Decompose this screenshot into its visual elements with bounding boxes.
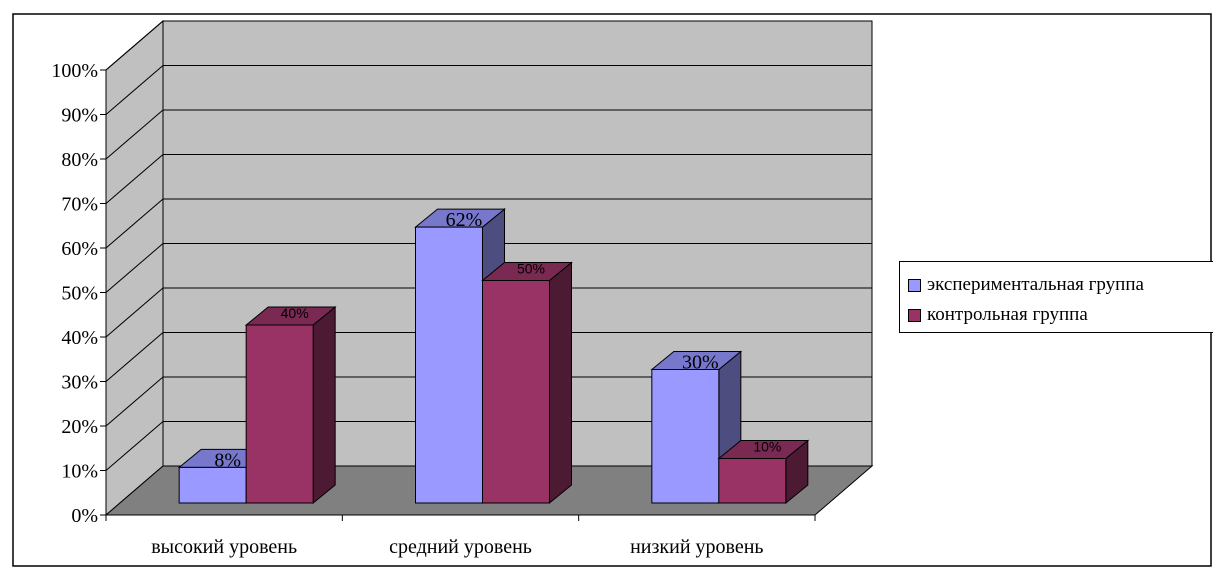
data-label: 40%: [281, 305, 309, 321]
gridline: [105, 421, 872, 471]
gridline: [105, 243, 872, 293]
x-tick-label: высокий уровень: [151, 536, 297, 558]
y-tick-label: 60%: [61, 238, 98, 260]
y-tick-label: 90%: [61, 105, 98, 127]
legend-item-control: контрольная группа: [908, 304, 1088, 326]
data-label: 62%: [446, 209, 483, 231]
bar: [718, 458, 787, 504]
bar: [245, 324, 314, 504]
bar: [651, 369, 720, 504]
gridline: [105, 109, 872, 160]
gridline: [105, 65, 872, 115]
y-tick-label: 50%: [61, 283, 98, 305]
legend-item-experimental: экспериментальная группа: [908, 274, 1144, 296]
legend-label-experimental: экспериментальная группа: [927, 274, 1144, 295]
y-tick-label: 70%: [61, 194, 98, 216]
gridline: [105, 376, 872, 427]
gridline: [105, 332, 872, 382]
bar: [482, 280, 550, 504]
data-label: 50%: [517, 261, 545, 277]
data-label: 8%: [214, 449, 241, 471]
y-tick-label: 30%: [61, 372, 98, 394]
bar: [178, 466, 247, 504]
y-tick-label: 0%: [71, 505, 98, 527]
legend-label-control: контрольная группа: [927, 304, 1088, 325]
y-tick-label: 40%: [61, 327, 98, 349]
x-tick-label: низкий уровень: [630, 536, 763, 558]
bar-side: [549, 261, 572, 505]
y-tick-label: 10%: [61, 461, 98, 483]
data-label: 10%: [753, 439, 781, 455]
y-tick-label: 20%: [61, 416, 98, 438]
bar: [415, 226, 483, 504]
y-tick-label: 80%: [61, 149, 98, 171]
data-label: 30%: [682, 352, 719, 374]
legend-swatch-experimental: [908, 278, 921, 292]
gridline: [105, 20, 872, 71]
bar-side: [312, 305, 336, 505]
gridline: [105, 198, 872, 249]
legend-swatch-control: [908, 308, 921, 322]
y-tick-label: 100%: [51, 60, 98, 82]
gridline: [105, 154, 872, 204]
x-tick-label: средний уровень: [389, 536, 532, 558]
gridline: [105, 287, 872, 338]
legend: экспериментальная группа контрольная гру…: [899, 261, 1213, 333]
